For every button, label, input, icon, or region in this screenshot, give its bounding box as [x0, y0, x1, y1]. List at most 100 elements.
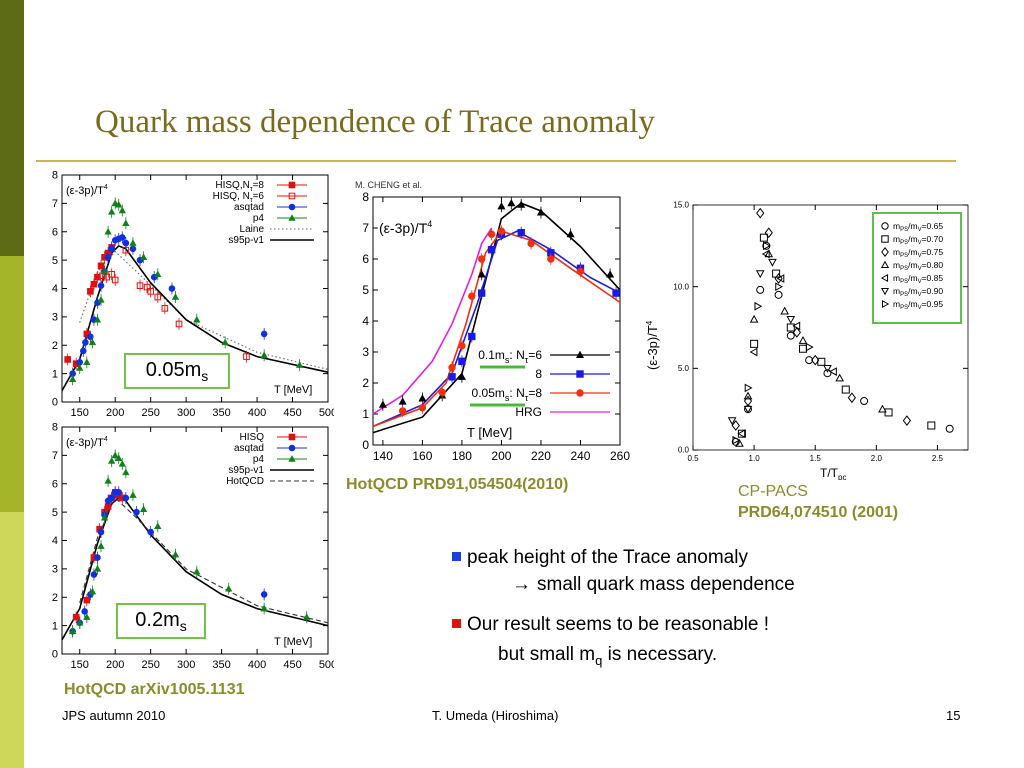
data-point	[243, 353, 250, 360]
legend-marker	[288, 214, 296, 221]
data-point	[97, 542, 105, 549]
y-tick-label: 2	[362, 376, 369, 390]
data-point	[743, 405, 753, 414]
data-point	[458, 357, 466, 366]
data-point	[64, 356, 71, 363]
data-point	[749, 347, 758, 357]
data-point	[100, 513, 109, 521]
data-point	[115, 200, 123, 208]
data-point	[763, 241, 771, 251]
y-tick-label: 0	[362, 438, 369, 452]
data-point	[902, 415, 912, 426]
legend: 0.1ms: Nτ=6 8 0.05ms: Nτ=8 HRG	[470, 348, 610, 419]
data-point	[835, 373, 845, 382]
legend-label: HISQ,Nτ=8	[215, 180, 264, 193]
y-tick-label: 3	[52, 564, 58, 576]
x-tick-label: 200	[491, 449, 511, 463]
data-point	[76, 618, 84, 626]
points	[64, 197, 304, 386]
legend-label: HotQCD	[226, 476, 264, 487]
y-tick-label: 7	[52, 450, 58, 462]
legend-label: mPS/mV=0.65	[893, 221, 943, 233]
legend-label: HISQ, Nτ=6	[213, 191, 265, 204]
data-point	[536, 208, 546, 216]
x-tick-label: 1.5	[810, 454, 822, 463]
data-point	[118, 460, 126, 467]
data-point	[750, 339, 759, 348]
data-point	[295, 361, 304, 368]
data-point	[612, 289, 620, 297]
y-tick-label: 0	[52, 397, 58, 409]
data-point	[749, 314, 759, 323]
data-point	[775, 282, 784, 292]
data-point	[817, 357, 826, 366]
data-point	[847, 392, 857, 404]
x-tick-label: 450	[283, 659, 301, 671]
data-point	[927, 421, 936, 430]
data-point	[118, 234, 126, 241]
data-point	[108, 245, 115, 253]
data-point	[171, 550, 180, 558]
x-axis-label: T [MeV]	[274, 384, 312, 396]
data-point	[68, 627, 77, 635]
legend-label: mPS/mV=0.95	[893, 299, 943, 311]
data-point	[94, 273, 101, 281]
legend-marker	[881, 235, 889, 243]
data-point	[458, 342, 466, 350]
data-point	[88, 338, 97, 346]
legend-label: asqtad	[234, 202, 264, 213]
legend: mPS/mV=0.65mPS/mV=0.70mPS/mV=0.75mPS/mV=…	[872, 212, 962, 324]
data-point	[606, 270, 615, 278]
data-point	[878, 404, 887, 413]
data-point	[108, 494, 115, 502]
data-point	[805, 356, 814, 365]
x-tick-label: 140	[373, 449, 393, 463]
data-point	[418, 394, 427, 402]
x-tick-label: 300	[177, 659, 195, 671]
y-ticks: 0.0 5.0 10.0 15.0	[673, 201, 968, 455]
mass-label-02ms: 0.2ms	[116, 603, 206, 639]
legend-label: mPS/mV=0.80	[893, 260, 943, 272]
data-point	[945, 424, 954, 433]
x-tick-label: 300	[177, 407, 195, 419]
y-axis-label: (ε-3p)/T4	[66, 436, 108, 449]
x-tick-label: 200	[106, 407, 124, 419]
data-point	[731, 420, 740, 431]
bullet-1: peak height of the Trace anomaly	[452, 547, 748, 569]
data-point	[93, 565, 102, 572]
chart-cp-pacs: 0.0 5.0 10.0 15.0 0.5 1.0 1.5 2.0 2.5 (ε-3p)/T4…	[645, 195, 975, 480]
data-point	[143, 283, 151, 291]
data-point	[517, 228, 525, 237]
data-point	[108, 457, 116, 464]
bullet-square-icon	[452, 619, 461, 628]
x-tick-label: 160	[412, 449, 432, 463]
x-ticks: 140 160 180 200 220 240 260	[373, 197, 630, 463]
series-line	[372, 227, 493, 415]
data-point	[154, 293, 162, 301]
data-point	[83, 358, 91, 366]
legend-marker	[576, 370, 584, 378]
footer-right: 15	[946, 708, 961, 723]
data-point	[81, 608, 88, 615]
data-point	[497, 227, 506, 235]
data-point	[547, 255, 555, 263]
data-point	[477, 255, 486, 263]
data-point	[457, 372, 466, 380]
y-tick-label: 5	[52, 255, 58, 267]
x-tick-label: 0.5	[687, 454, 699, 463]
sidebar-stripe-top	[0, 0, 24, 256]
data-point	[87, 288, 94, 295]
x-tick-label: 220	[531, 449, 551, 463]
legend-label: asqtad	[234, 443, 264, 454]
legend-marker	[288, 444, 296, 452]
y-ticks: 0 1 2 3 4 5 6 7 8	[52, 422, 328, 661]
data-point	[93, 315, 102, 323]
data-point	[111, 451, 119, 459]
data-point	[88, 587, 97, 595]
data-point	[823, 365, 832, 373]
y-tick-label: 8	[362, 190, 369, 204]
y-tick-label: 8	[52, 170, 58, 182]
slide-title: Quark mass dependence of Trace anomaly	[95, 104, 655, 140]
bullet-1-cont: → small quark mass dependence	[512, 574, 795, 595]
legend-marker	[881, 222, 889, 230]
